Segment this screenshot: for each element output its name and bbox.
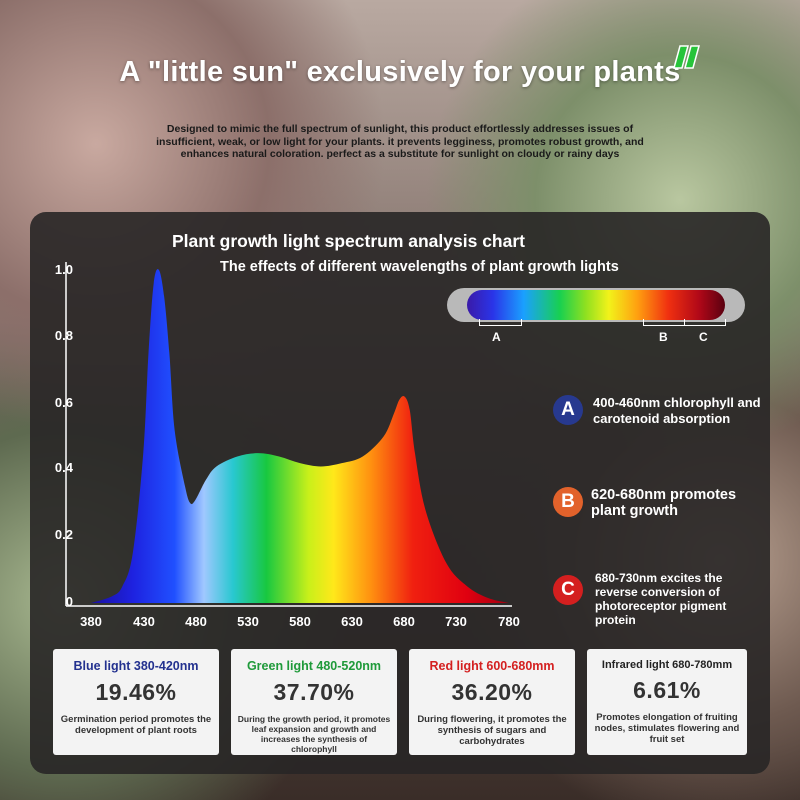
bracket-b bbox=[643, 319, 685, 326]
spectrum-gradient bbox=[467, 290, 725, 320]
card-percent: 19.46% bbox=[95, 679, 177, 705]
x-tick-label: 580 bbox=[289, 614, 311, 629]
panel-title: Plant growth light spectrum analysis cha… bbox=[172, 231, 525, 251]
hero-description: Designed to mimic the full spectrum of s… bbox=[156, 123, 644, 160]
card-heading: Blue light 380-420nm bbox=[73, 659, 199, 673]
page-title: A "little sun" exclusively for your plan… bbox=[119, 56, 681, 88]
note-a: 400-460nm chlorophyll and carotenoid abs… bbox=[593, 395, 761, 426]
x-tick-label: 780 bbox=[498, 614, 520, 629]
bracket-label-a: A bbox=[492, 330, 501, 344]
y-tick-label: 0 bbox=[65, 594, 73, 609]
bracket-a bbox=[479, 319, 522, 326]
x-tick-label: 680 bbox=[393, 614, 415, 629]
card-green-light: Green light 480-520nm 37.70% During the … bbox=[231, 649, 397, 755]
card-description: Promotes elongation of fruiting nodes, s… bbox=[594, 712, 740, 745]
x-tick-label: 630 bbox=[341, 614, 363, 629]
x-tick-label: 480 bbox=[185, 614, 207, 629]
card-percent: 36.20% bbox=[451, 679, 533, 705]
badge-a: A bbox=[553, 395, 583, 425]
note-b: 620-680nm promotes plant growth bbox=[591, 487, 737, 519]
note-c: 680-730nm excites the reverse conversion… bbox=[595, 571, 727, 627]
bracket-c bbox=[684, 319, 726, 326]
y-tick-label: 0.6 bbox=[54, 395, 73, 410]
x-tick-label: 430 bbox=[133, 614, 155, 629]
y-tick-label: 1.0 bbox=[54, 262, 73, 277]
y-tick-label: 0.8 bbox=[54, 328, 73, 343]
bracket-label-b: B bbox=[659, 330, 668, 344]
card-description: During the growth period, it promotes le… bbox=[237, 714, 391, 754]
card-red-light: Red light 600-680mm 36.20% During flower… bbox=[409, 649, 575, 755]
x-tick-label: 380 bbox=[80, 614, 102, 629]
x-tick-label: 530 bbox=[237, 614, 259, 629]
card-infrared-light: Infrared light 680-780mm 6.61% Promotes … bbox=[587, 649, 747, 755]
card-description: During flowering, it promotes the synthe… bbox=[417, 714, 567, 747]
card-heading: Red light 600-680mm bbox=[429, 659, 555, 673]
card-percent: 6.61% bbox=[633, 677, 701, 703]
badge-b: B bbox=[553, 487, 583, 517]
card-percent: 37.70% bbox=[273, 679, 355, 705]
card-heading: Infrared light 680-780mm bbox=[601, 659, 733, 671]
spectrum-bar bbox=[447, 288, 745, 322]
y-tick-label: 0.4 bbox=[54, 460, 73, 475]
card-heading: Green light 480-520nm bbox=[246, 659, 382, 673]
badge-c: C bbox=[553, 575, 583, 605]
y-tick-label: 0.2 bbox=[54, 527, 73, 542]
spectrum-area bbox=[91, 269, 509, 603]
leaf-logo-icon bbox=[670, 44, 704, 75]
card-blue-light: Blue light 380-420nm 19.46% Germination … bbox=[53, 649, 219, 755]
bracket-label-c: C bbox=[699, 330, 708, 344]
panel-subtitle: The effects of different wavelengths of … bbox=[220, 259, 619, 275]
x-tick-label: 730 bbox=[445, 614, 467, 629]
card-description: Germination period promotes the developm… bbox=[60, 714, 212, 736]
